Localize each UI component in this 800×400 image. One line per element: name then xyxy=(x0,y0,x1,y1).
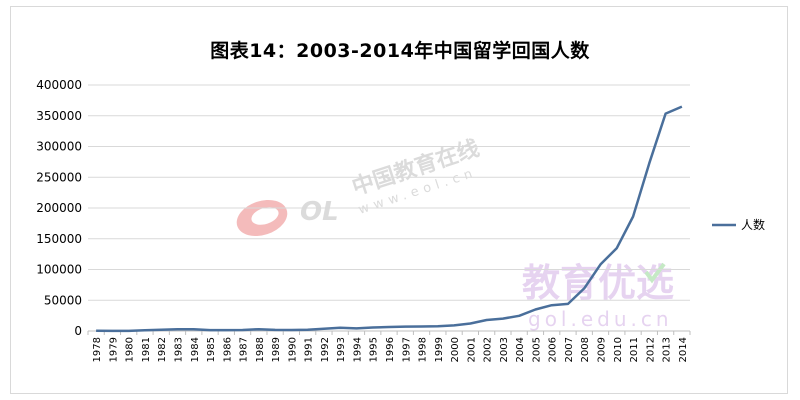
y-tick-label: 350000 xyxy=(36,109,82,123)
x-tick-label: 1991 xyxy=(304,337,315,362)
x-tick-label: 1980 xyxy=(125,337,136,362)
x-tick-label: 1982 xyxy=(157,337,168,362)
x-tick-label: 2005 xyxy=(531,337,542,362)
y-tick-label: 150000 xyxy=(36,232,82,246)
x-tick-label: 1983 xyxy=(173,337,184,362)
y-axis-ticks: 0 50000 100000 150000 200000 250000 300000 3500… xyxy=(36,78,82,338)
legend-label: 人数 xyxy=(741,217,765,232)
x-tick-label: 2010 xyxy=(613,337,624,362)
y-tick-label: 250000 xyxy=(36,170,82,184)
x-tick-label: 1999 xyxy=(434,337,445,362)
y-tick-label: 300000 xyxy=(36,140,82,154)
x-tick-label: 1987 xyxy=(239,337,250,362)
x-tick-label: 2004 xyxy=(515,337,526,362)
x-tick-label: 1988 xyxy=(255,337,266,362)
x-tick-label: 1984 xyxy=(190,337,201,362)
series-lines xyxy=(96,105,683,333)
x-tick-label: 1995 xyxy=(369,337,380,362)
x-tick-label: 2013 xyxy=(662,337,673,362)
x-tick-label: 1986 xyxy=(222,337,233,362)
x-tick-label: 1981 xyxy=(141,337,152,362)
y-tick-label: 0 xyxy=(74,324,82,338)
x-tick-label: 2009 xyxy=(597,337,608,362)
gridlines xyxy=(88,84,690,332)
series-line xyxy=(96,105,683,333)
x-tick-label: 2006 xyxy=(548,337,559,362)
x-tick-label: 1985 xyxy=(206,337,217,362)
chart-title: 图表14：2003-2014年中国留学回国人数 xyxy=(210,40,590,62)
eol-watermark: OL 中国教育在线 www.eol.cn xyxy=(236,135,482,237)
x-tick-label: 1989 xyxy=(271,337,282,362)
gol-watermark-url: gol.edu.cn xyxy=(528,307,673,331)
y-tick-label: 100000 xyxy=(36,263,82,277)
x-tick-label: 1992 xyxy=(320,337,331,362)
x-tick-label: 1998 xyxy=(418,337,429,362)
x-tick-label: 2007 xyxy=(564,337,575,362)
x-tick-label: 2011 xyxy=(629,337,640,362)
x-tick-label: 1997 xyxy=(401,337,412,362)
eol-logo-letters: OL xyxy=(300,197,339,227)
x-tick-label: 1990 xyxy=(287,337,298,362)
y-tick-label: 400000 xyxy=(36,78,82,92)
x-tick-label: 1979 xyxy=(108,337,119,362)
x-axis-ticks: 1978 1979 1980 1981 1982 1983 1984 1985 1986 1987… xyxy=(87,331,691,362)
x-tick-label: 2000 xyxy=(450,337,461,362)
eol-logo-swirl xyxy=(236,199,288,237)
x-tick-label: 1994 xyxy=(352,337,363,362)
x-tick-label: 2014 xyxy=(678,337,689,362)
x-tick-label: 1978 xyxy=(92,337,103,362)
gol-watermark: 教育优选 gol.edu.cn xyxy=(522,261,674,331)
x-tick-label: 2002 xyxy=(483,337,494,362)
legend: 人数 xyxy=(712,217,765,232)
x-tick-label: 2003 xyxy=(499,337,510,362)
x-tick-label: 1996 xyxy=(385,337,396,362)
x-tick-label: 2001 xyxy=(466,337,477,362)
x-tick-label: 1993 xyxy=(336,337,347,362)
x-tick-label: 2008 xyxy=(580,337,591,362)
y-tick-label: 50000 xyxy=(44,293,82,307)
x-tick-label: 2012 xyxy=(645,337,656,362)
y-tick-label: 200000 xyxy=(36,201,82,215)
